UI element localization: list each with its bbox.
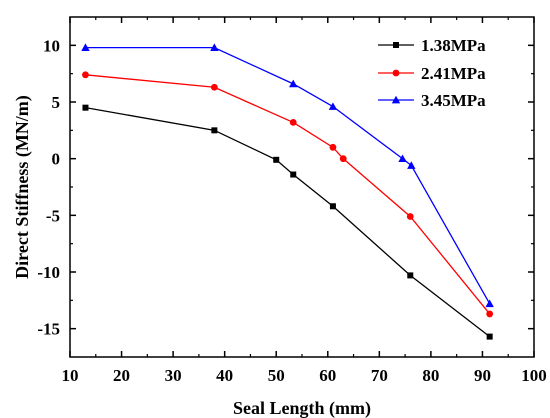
legend-label: 1.38MPa	[421, 36, 486, 55]
data-point-2.41MPa	[339, 155, 347, 163]
series-markers	[81, 43, 494, 340]
series-line-2.41MPa	[85, 74, 491, 315]
x-tick-label: 90	[474, 366, 491, 385]
data-point-1.38MPa	[486, 333, 493, 340]
legend-label: 3.45MPa	[421, 91, 486, 110]
legend-marker-1.38MPa	[393, 42, 399, 48]
legend-marker-2.41MPa	[392, 69, 400, 77]
data-point-3.45MPa	[328, 102, 338, 110]
data-point-1.38MPa	[290, 171, 297, 178]
x-tick-label: 10	[62, 366, 79, 385]
legend-label: 2.41MPa	[421, 64, 486, 83]
y-tick-label: -5	[46, 206, 60, 225]
y-tick-label: 5	[52, 93, 61, 112]
data-point-2.41MPa	[289, 119, 297, 126]
data-point-1.38MPa	[82, 104, 89, 111]
x-tick-label: 70	[371, 366, 388, 385]
data-point-3.45MPa	[407, 161, 416, 169]
y-tick-label: 0	[52, 150, 61, 169]
y-tick-label: 10	[43, 36, 60, 55]
data-point-3.45MPa	[485, 299, 494, 308]
x-tick-label: 40	[216, 366, 233, 385]
x-tick-label: 50	[268, 366, 285, 385]
series-line-1.38MPa	[85, 107, 491, 338]
data-point-1.38MPa	[273, 156, 280, 163]
data-point-2.41MPa	[82, 71, 89, 79]
data-point-3.45MPa	[210, 43, 219, 51]
x-axis-title: Seal Length (mm)	[233, 398, 371, 418]
x-tick-label: 60	[319, 366, 336, 385]
series-line-3.45MPa	[85, 46, 491, 305]
x-tick-label: 20	[113, 366, 130, 385]
data-point-1.38MPa	[329, 203, 336, 210]
data-point-3.45MPa	[398, 154, 407, 163]
data-point-3.45MPa	[289, 79, 298, 88]
x-tick-label: 100	[521, 366, 547, 385]
data-point-1.38MPa	[407, 272, 414, 279]
x-tick-label: 30	[165, 366, 182, 385]
data-point-1.38MPa	[211, 127, 218, 134]
data-point-2.41MPa	[406, 213, 414, 220]
data-point-2.41MPa	[210, 83, 218, 91]
data-point-3.45MPa	[81, 43, 90, 51]
data-point-2.41MPa	[329, 143, 337, 151]
y-tick-label: -10	[37, 263, 60, 282]
legend-marker-3.45MPa	[391, 95, 401, 104]
y-axis-title: Direct Stiffness (MN/m)	[12, 95, 33, 279]
x-tick-label: 80	[422, 366, 439, 385]
y-tick-label: -15	[37, 320, 60, 339]
data-point-2.41MPa	[486, 310, 494, 318]
legend: 1.38MPa 2.41MPa 3.45MPa	[378, 36, 486, 110]
